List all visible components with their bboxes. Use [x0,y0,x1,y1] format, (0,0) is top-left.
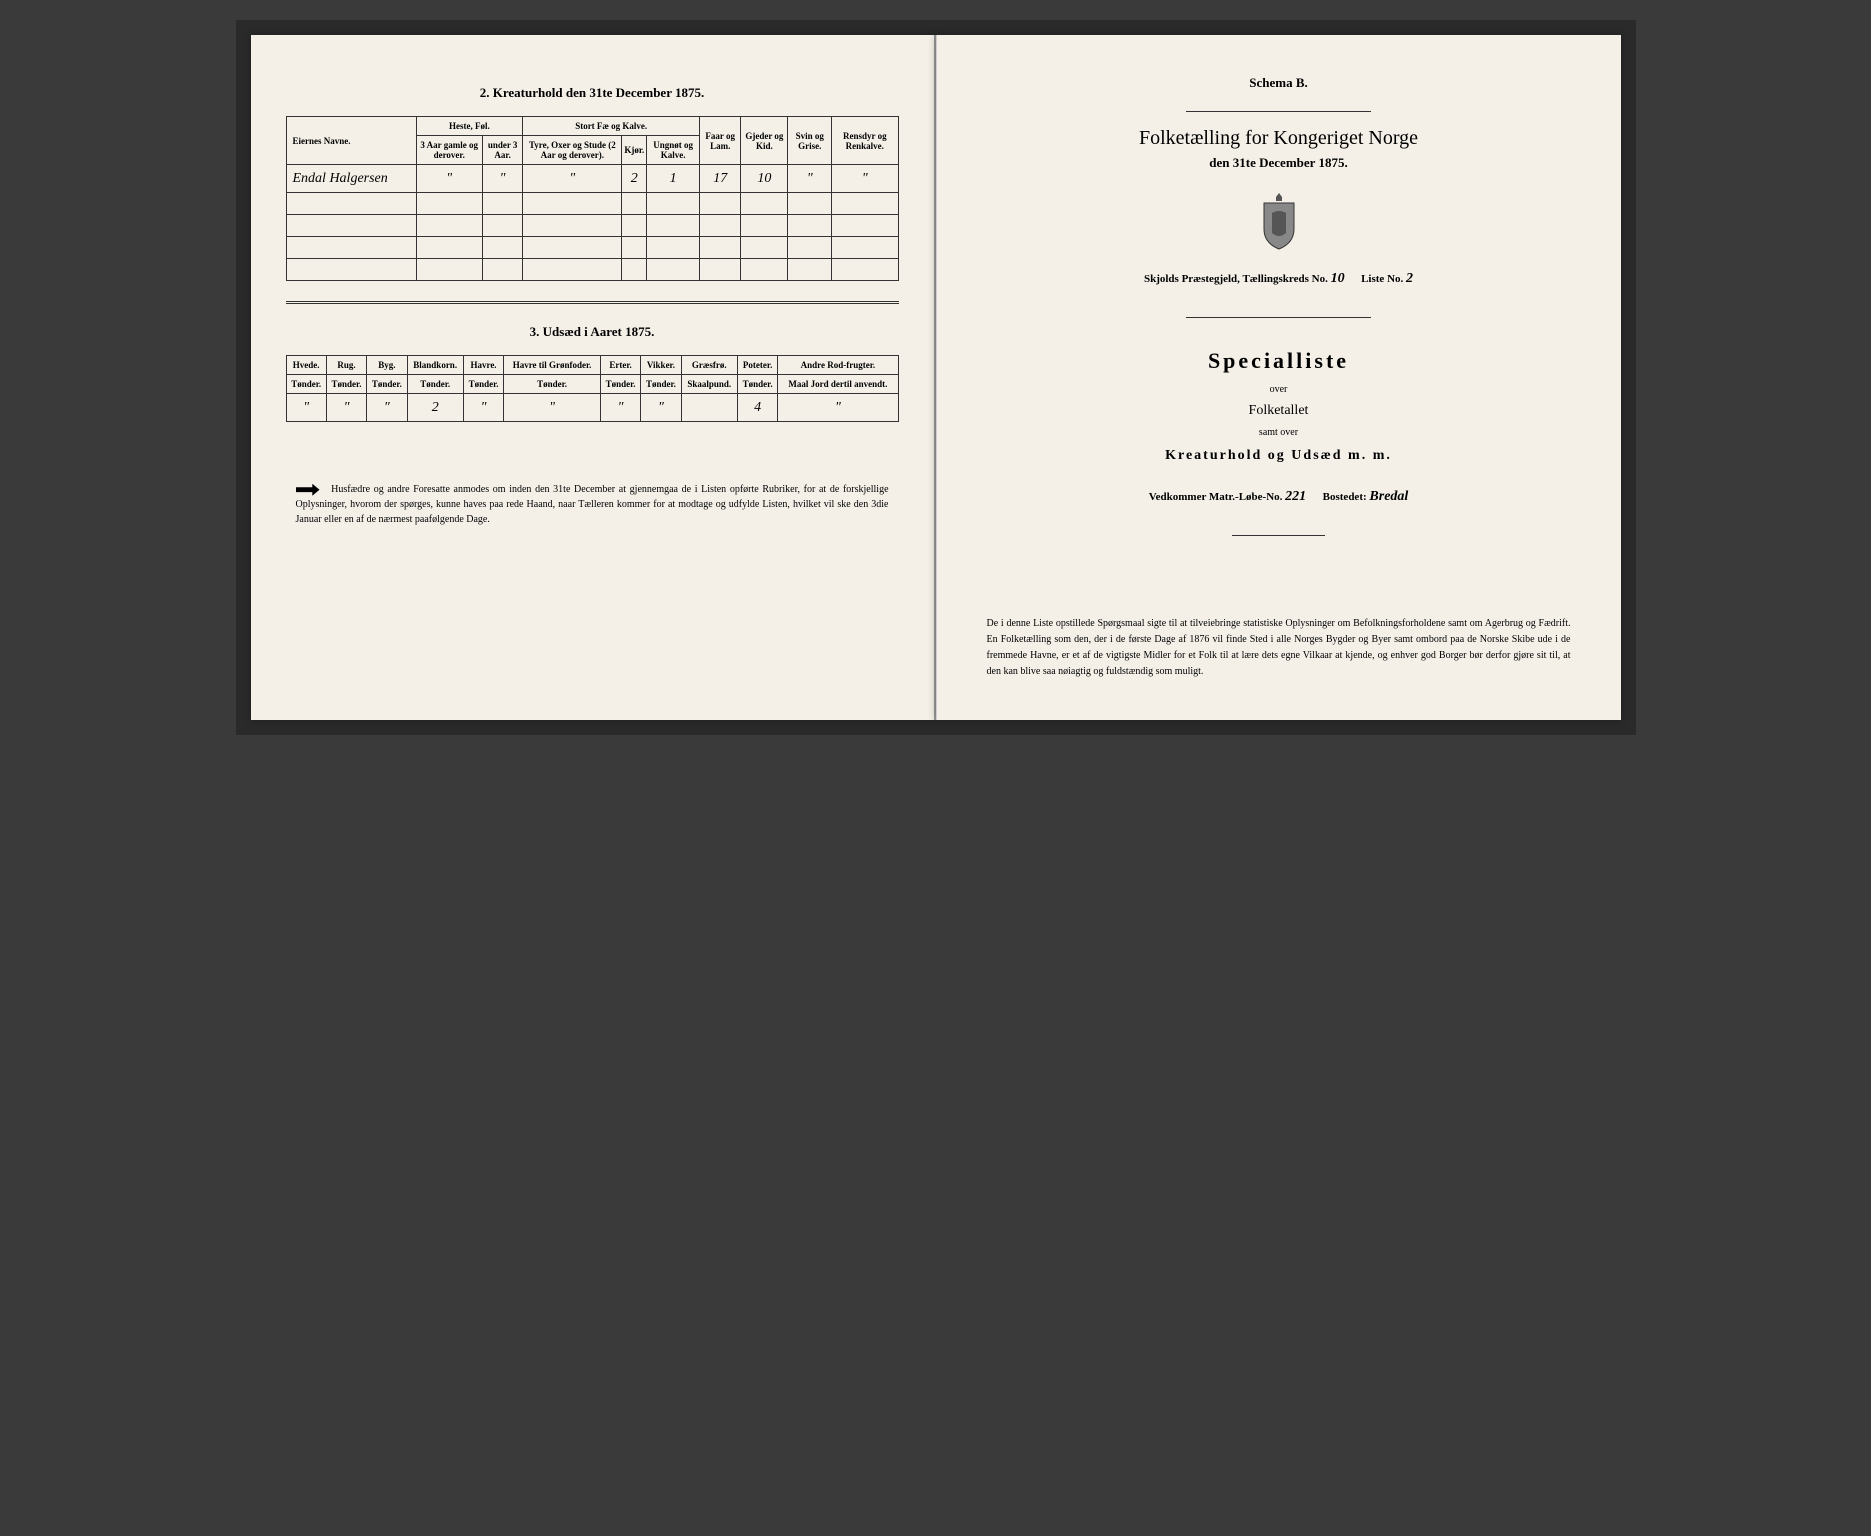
sub3-10: Maal Jord dertil anvendt. [778,375,898,394]
footnote-text: Husfædre og andre Foresatte anmodes om i… [296,484,889,525]
rule-2 [1186,317,1370,318]
sub3-1: Tønder. [326,375,366,394]
kreds-no: 10 [1331,271,1345,286]
th-svin: Svin og Grise. [788,117,832,165]
sub-title: den 31te December 1875. [972,155,1586,171]
cell-ren: " [832,165,898,193]
th3-10: Andre Rod-frugter. [778,356,898,375]
r3-2: " [367,394,407,422]
sowing-table: Hvede. Rug. Byg. Blandkorn. Havre. Havre… [286,355,899,422]
field-line: Skjolds Præstegjeld, Tællingskreds No. 1… [972,271,1586,287]
th-s3: Ungnøt og Kalve. [647,136,700,165]
vedkommer-line: Vedkommer Matr.-Løbe-No. 221 Bostedet: B… [972,489,1586,505]
th-h1: 3 Aar gamle og derover. [416,136,482,165]
over2: samt over [972,427,1586,438]
th-faar: Faar og Lam. [700,117,741,165]
coat-of-arms-icon [972,191,1586,256]
liste-no: 2 [1406,271,1413,286]
folketallet: Folketallet [972,403,1586,419]
r3-5: " [504,394,601,422]
section2-title: 2. Kreaturhold den 31te December 1875. [286,85,899,101]
r3-9: 4 [737,394,777,422]
schema-label: Schema B. [972,75,1586,91]
cell-h2: " [482,165,522,193]
th-eier: Eiernes Navne. [286,117,416,165]
over1: over [972,384,1586,395]
sub3-5: Tønder. [504,375,601,394]
th-stort: Stort Fæ og Kalve. [523,117,700,136]
r3-8 [681,394,737,422]
th-gjeder: Gjeder og Kid. [741,117,788,165]
main-title: Folketælling for Kongeriget Norge [972,127,1586,150]
livestock-table: Eiernes Navne. Heste, Føl. Stort Fæ og K… [286,116,899,281]
th-ren: Rensdyr og Renkalve. [832,117,898,165]
r3-7: " [641,394,681,422]
th-s1: Tyre, Oxer og Stude (2 Aar og derover). [523,136,622,165]
bostedet: Bostedet: [1323,491,1367,503]
r3-10: " [778,394,898,422]
r3-0: " [286,394,326,422]
divider [286,301,899,304]
sub3-4: Tønder. [463,375,503,394]
cell-s1: " [523,165,622,193]
sub3-7: Tønder. [641,375,681,394]
r3-3: 2 [407,394,463,422]
bosted-val: Bredal [1369,489,1408,504]
cell-s2: 2 [622,165,647,193]
bottom-paragraph: De i denne Liste opstillede Spørgsmaal s… [972,616,1586,680]
r3-1: " [326,394,366,422]
cell-s3: 1 [647,165,700,193]
right-page: Schema B. Folketælling for Kongeriget No… [936,35,1621,720]
cell-svin: " [788,165,832,193]
cell-gjeder: 10 [741,165,788,193]
left-footnote: Husfædre og andre Foresatte anmodes om i… [286,482,899,527]
kreatur-title: Kreaturhold og Udsæd m. m. [972,448,1586,464]
sub3-0: Tønder. [286,375,326,394]
th3-4: Havre. [463,356,503,375]
th3-6: Erter. [600,356,640,375]
prefix: Skjolds Præstegjeld, Tællingskreds No. [1144,273,1328,285]
cell-eier: Endal Halgersen [286,165,416,193]
sub3-9: Tønder. [737,375,777,394]
th3-3: Blandkorn. [407,356,463,375]
cell-faar: 17 [700,165,741,193]
lobe-no: 221 [1285,489,1306,504]
sub3-3: Tønder. [407,375,463,394]
th3-2: Byg. [367,356,407,375]
th-heste: Heste, Føl. [416,117,523,136]
th3-9: Poteter. [737,356,777,375]
th3-8: Græsfrø. [681,356,737,375]
th3-5: Havre til Grønfoder. [504,356,601,375]
th3-7: Vikker. [641,356,681,375]
special-title: Specialliste [972,348,1586,374]
th-h2: under 3 Aar. [482,136,522,165]
document-spread: 2. Kreaturhold den 31te December 1875. E… [236,20,1636,735]
th3-1: Rug. [326,356,366,375]
rule-3 [1232,535,1324,536]
vedkommer: Vedkommer Matr.-Løbe-No. [1149,491,1283,503]
section3-title: 3. Udsæd i Aaret 1875. [286,324,899,340]
sub3-6: Tønder. [600,375,640,394]
th-s2: Kjør. [622,136,647,165]
liste-label: Liste No. [1361,273,1403,285]
r3-6: " [600,394,640,422]
rule-1 [1186,111,1370,112]
r3-4: " [463,394,503,422]
cell-h1: " [416,165,482,193]
th3-0: Hvede. [286,356,326,375]
sub3-2: Tønder. [367,375,407,394]
sub3-8: Skaalpund. [681,375,737,394]
left-page: 2. Kreaturhold den 31te December 1875. E… [251,35,936,720]
pointing-hand-icon [296,484,320,496]
